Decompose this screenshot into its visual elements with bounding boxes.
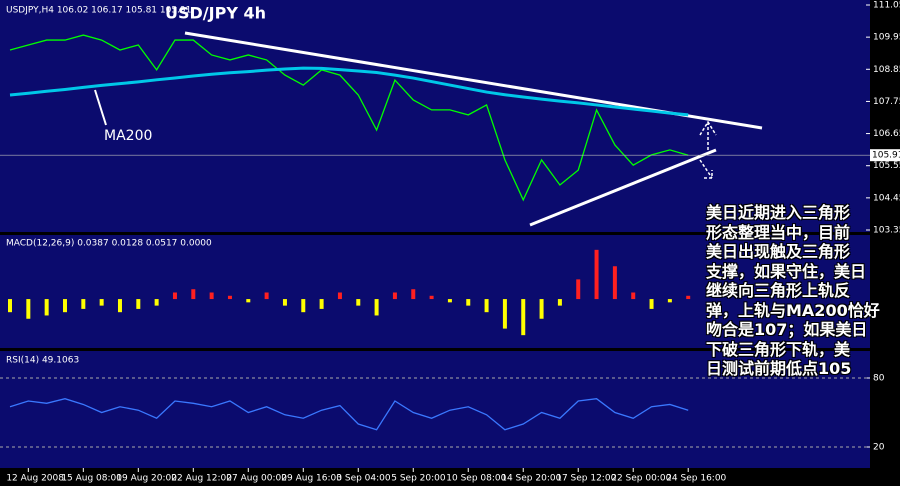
y-tick-label: 108.85 <box>873 65 900 75</box>
macd-bar <box>631 292 636 300</box>
x-tick-label: 12 Aug 2008 <box>6 474 64 484</box>
y-tick-label: 103.35 <box>873 226 900 236</box>
macd-panel <box>0 235 870 348</box>
x-tick-label: 14 Sep 20:00 <box>501 474 561 484</box>
macd-bar <box>447 299 452 303</box>
annotation: 美日近期进入三角形 形态整理当中，目前 美日出现触及三角形 支撑，如果守住，美日 继续向… <box>706 203 896 379</box>
arrow-down <box>699 159 713 179</box>
rsi-title: RSI(14) 49.1063 <box>6 356 79 366</box>
macd-bar <box>191 289 196 300</box>
macd-bar <box>264 292 269 300</box>
macd-bar <box>667 299 672 303</box>
macd-bar <box>429 295 434 300</box>
macd-bar <box>44 299 49 316</box>
x-tick-label: 19 Aug 20:00 <box>116 474 177 484</box>
macd-bar <box>337 292 342 300</box>
x-tick-label: 22 Sep 00:00 <box>611 474 671 484</box>
x-tick-label: 27 Aug 00:00 <box>226 474 287 484</box>
macd-bar <box>686 295 691 300</box>
macd-bar <box>117 299 122 313</box>
macd-bar <box>502 299 507 329</box>
x-tick-label: 29 Aug 16:00 <box>281 474 342 484</box>
macd-bar <box>227 295 232 300</box>
y-tick-label: 104.45 <box>873 193 900 203</box>
annotation-line: 继续向三角形上轨反 <box>706 281 851 300</box>
macd-bar <box>319 299 324 309</box>
y-tick-label: 107.75 <box>873 97 900 107</box>
y-tick-label: 106.65 <box>873 129 900 139</box>
x-tick-label: 3 Sep 04:00 <box>336 474 391 484</box>
macd-bar <box>62 299 67 313</box>
trend-lower <box>529 148 717 227</box>
ma-pointer <box>94 89 107 126</box>
y-tick-label: 109.95 <box>873 33 900 43</box>
annotation-line: 美日出现触及三角形 <box>706 242 851 261</box>
macd-bar <box>484 299 489 313</box>
macd-bar <box>282 299 287 306</box>
macd-bar <box>594 249 599 300</box>
macd-bar <box>81 299 86 309</box>
x-tick-label: 24 Sep 16:00 <box>666 474 726 484</box>
ma-line <box>9 66 689 117</box>
price-line <box>9 34 689 202</box>
rsi-panel <box>0 351 870 468</box>
annotation-line: 弹，上轨与MA200恰好 <box>706 300 880 320</box>
macd-bar <box>411 289 416 300</box>
x-tick-label: 10 Sep 08:00 <box>446 474 506 484</box>
x-tick-label: 22 Aug 12:00 <box>171 474 232 484</box>
y-tick-label: 20 <box>873 443 885 453</box>
macd-bar <box>612 266 617 300</box>
macd-bar <box>356 299 361 306</box>
annotation-line: 日测试前期低点105 <box>706 359 852 378</box>
macd-bar <box>246 299 251 303</box>
x-tick-label: 17 Sep 12:00 <box>556 474 616 484</box>
macd-bar <box>209 292 214 300</box>
macd-bar <box>576 279 581 300</box>
y-tick-label: 80 <box>873 374 885 384</box>
annotation-line: 支撑，如果守住，美日 <box>706 261 867 281</box>
macd-bar <box>99 299 104 306</box>
y-tick-label: 105.55 <box>873 161 900 171</box>
macd-bar <box>557 299 562 306</box>
current-price-box <box>870 149 900 162</box>
chart-title: USD/JPY 4h <box>165 4 266 23</box>
macd-bar <box>154 299 159 306</box>
arrow-up <box>699 120 717 150</box>
macd-bar <box>649 299 654 309</box>
macd-bar <box>136 299 141 309</box>
rsi-line <box>9 398 689 431</box>
macd-bar <box>466 299 471 306</box>
macd-bar <box>26 299 31 319</box>
macd-bar <box>172 292 177 300</box>
macd-title: MACD(12,26,9) 0.0387 0.0128 0.0517 0.000… <box>6 239 212 249</box>
annotation-line: 吻合是107；如果美日 <box>706 320 868 339</box>
x-tick-label: 15 Aug 08:00 <box>61 474 122 484</box>
annotation-line: 美日近期进入三角形 <box>706 203 851 222</box>
x-tick-label: 5 Sep 20:00 <box>391 474 446 484</box>
macd-bar <box>301 299 306 313</box>
macd-bar <box>374 299 379 316</box>
macd-bar <box>539 299 544 319</box>
annotation-line: 形态整理当中，目前 <box>706 222 851 242</box>
y-tick-label: 111.05 <box>873 1 900 11</box>
annotation-line: 下破三角形下轨，美 <box>706 339 851 359</box>
price-panel <box>0 0 870 232</box>
symbol-info: USDJPY,H4 106.02 106.17 105.81 105.91 <box>6 6 191 16</box>
macd-bar <box>521 299 526 336</box>
macd-bar <box>392 292 397 300</box>
current-price-label: 105.91 <box>872 151 900 161</box>
macd-bar <box>8 299 12 313</box>
ma-label: MA200 <box>104 128 152 144</box>
